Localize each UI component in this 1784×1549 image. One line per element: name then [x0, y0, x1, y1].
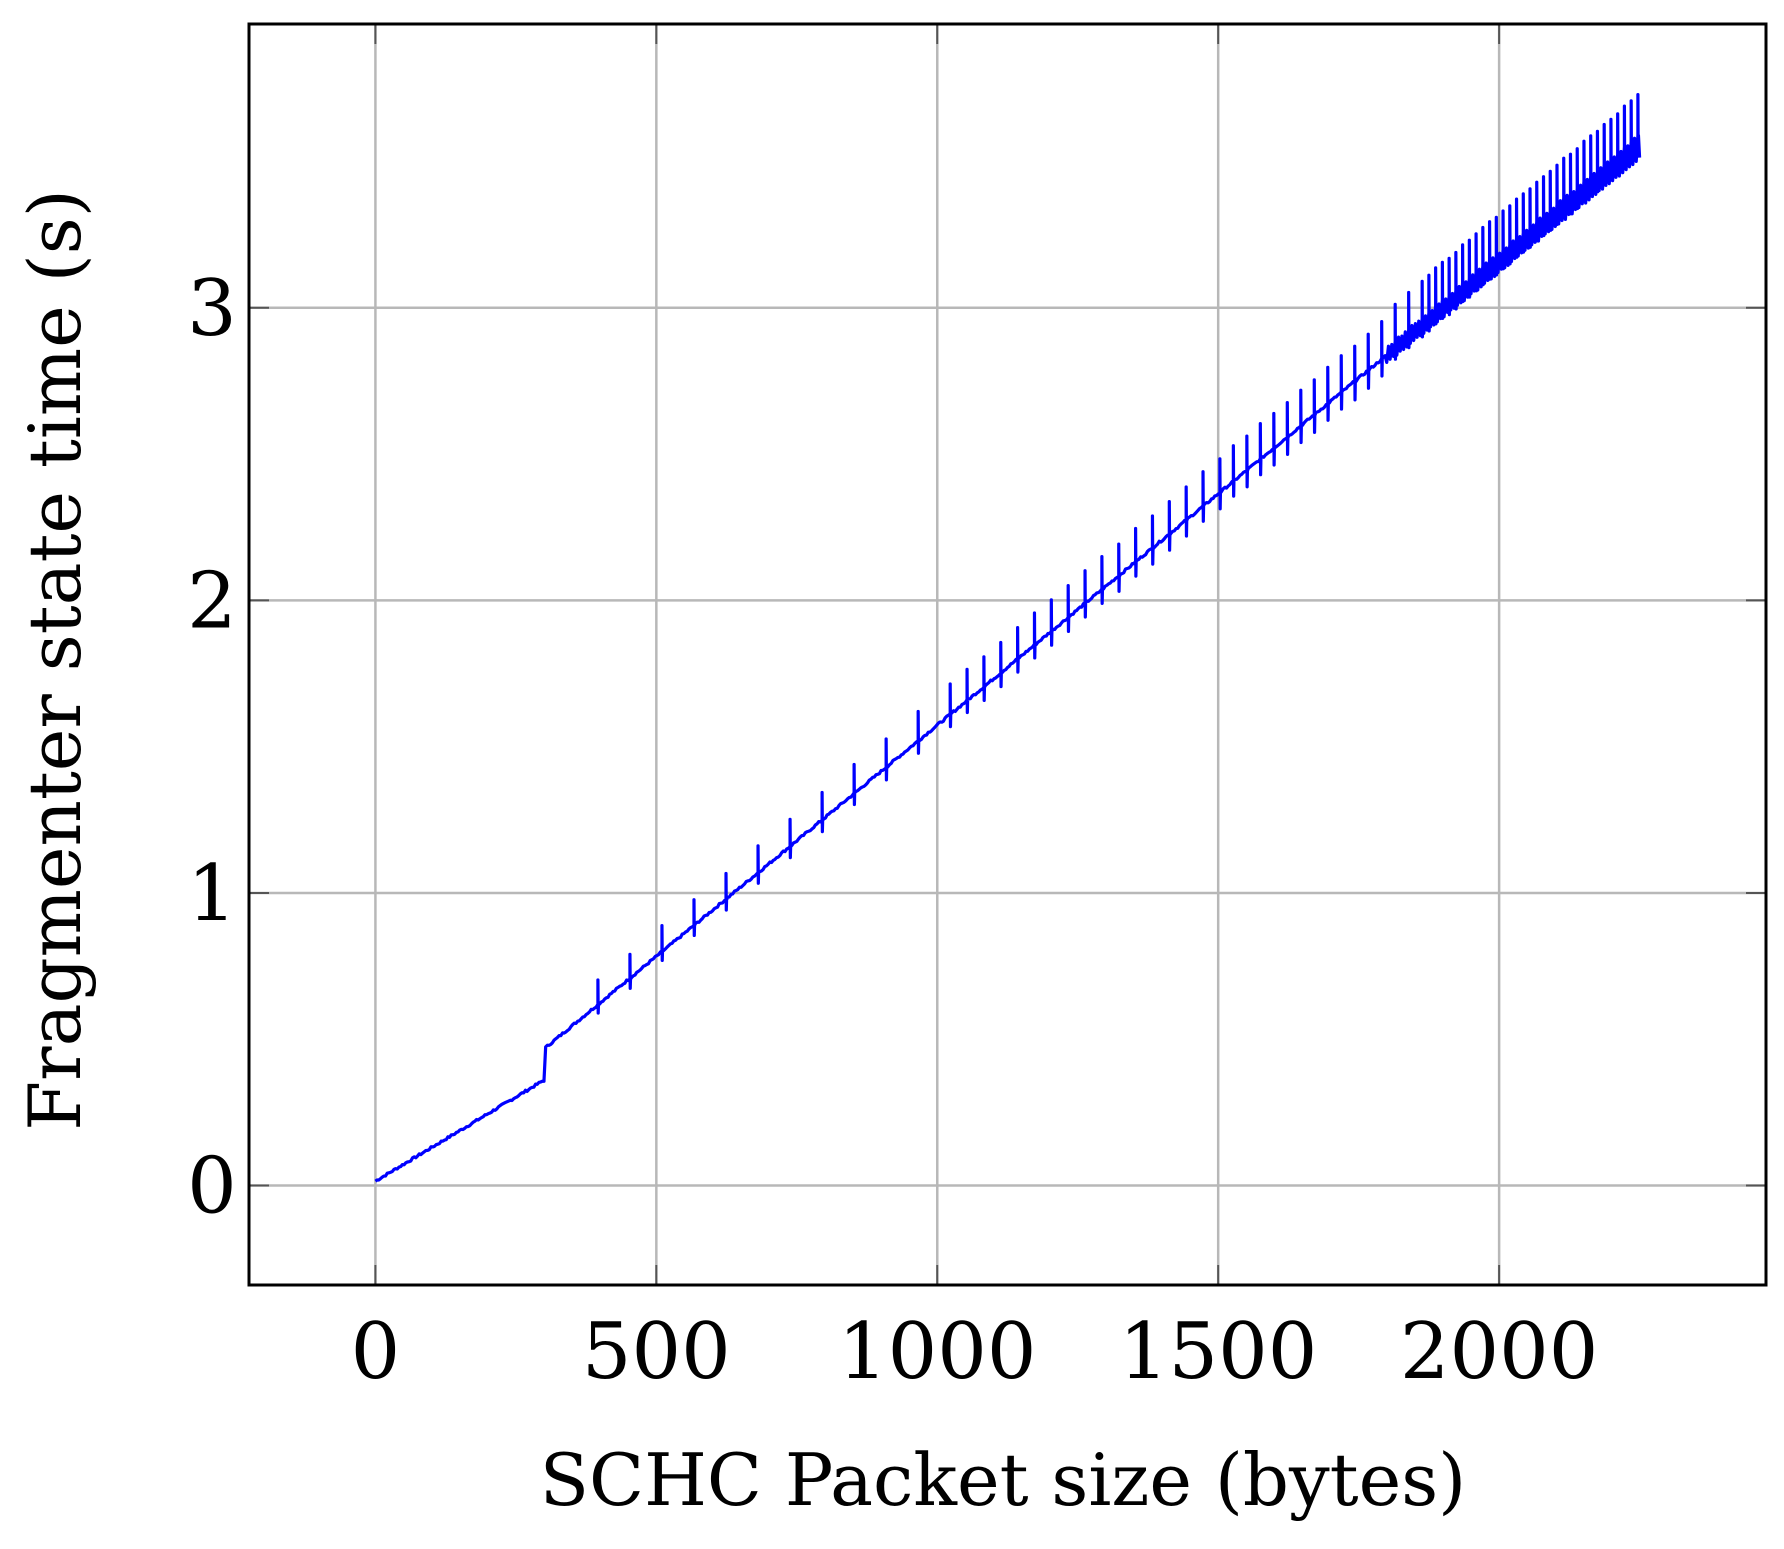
- x-tick-label: 1500: [1119, 1307, 1318, 1397]
- y-tick-label: 0: [187, 1142, 237, 1232]
- x-tick-label: 0: [351, 1307, 401, 1397]
- y-axis-tick-labels: 0 1 2 3: [187, 264, 237, 1232]
- y-tick-label: 2: [187, 556, 237, 646]
- grid-lines: [249, 24, 1766, 1285]
- x-tick-label: 2000: [1400, 1307, 1599, 1397]
- plot-area-frame: [247, 22, 1768, 1287]
- x-tick-label: 500: [582, 1307, 731, 1397]
- y-tick-label: 3: [187, 264, 237, 354]
- x-axis-label: SCHC Packet size (bytes): [540, 1438, 1467, 1522]
- x-axis-tick-labels: 0 500 1000 1500 2000: [351, 1307, 1599, 1397]
- y-axis-label: Fragmenter state time (s): [13, 189, 97, 1131]
- series-line: [374, 92, 1642, 1183]
- y-tick-label: 1: [187, 849, 237, 939]
- axis-ticks: [249, 24, 1766, 1285]
- x-tick-label: 1000: [838, 1307, 1037, 1397]
